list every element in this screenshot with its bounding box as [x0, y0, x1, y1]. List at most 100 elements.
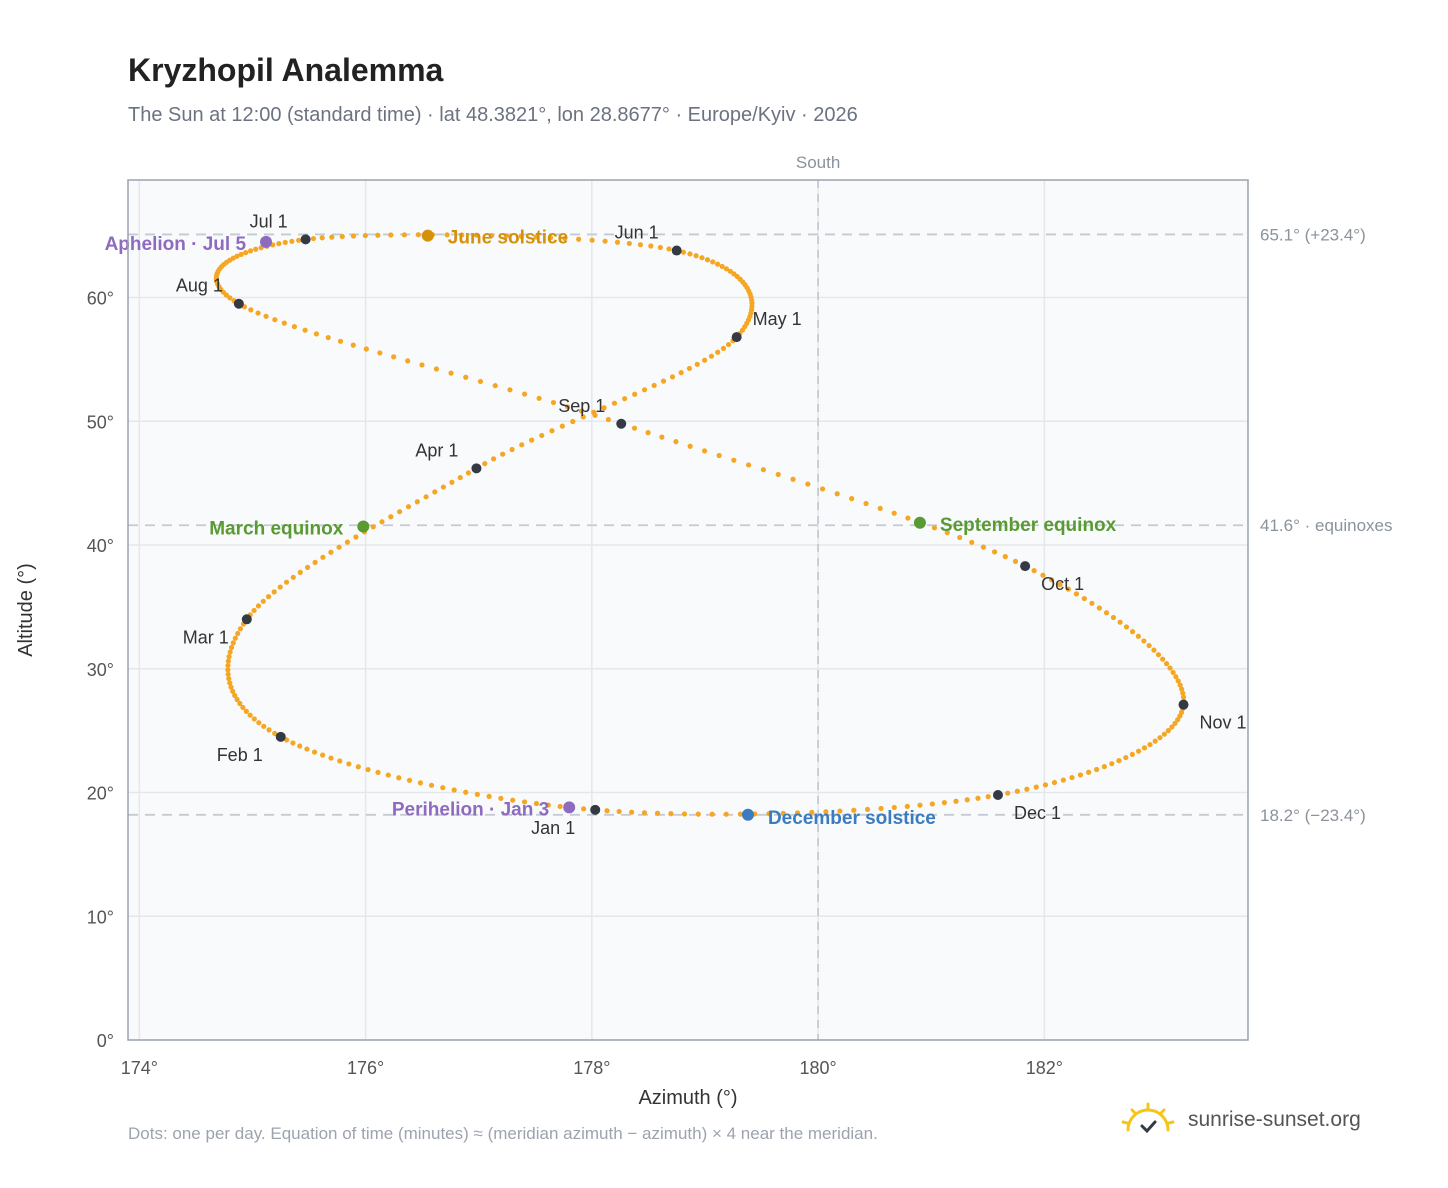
day-dot — [716, 452, 722, 459]
day-dot — [780, 810, 786, 816]
day-dot — [312, 559, 318, 565]
day-dot — [529, 437, 535, 443]
day-dot — [379, 519, 385, 525]
day-dot — [723, 811, 729, 817]
day-dot — [391, 354, 397, 360]
day-dot — [1002, 554, 1008, 560]
day-dot — [702, 357, 708, 363]
day-dot — [490, 456, 497, 462]
day-dot — [227, 295, 233, 301]
day-dot — [266, 727, 272, 733]
day-dot — [477, 378, 484, 385]
month-marker — [241, 614, 252, 625]
day-dot — [693, 253, 699, 259]
day-dot — [1151, 647, 1157, 653]
month-label: Apr 1 — [415, 440, 458, 460]
day-dot — [232, 635, 238, 641]
day-dot — [536, 395, 542, 401]
reference-line-label: 41.6° · equinoxes — [1260, 516, 1393, 535]
day-dot — [261, 723, 267, 729]
day-dot — [225, 658, 231, 664]
day-dot — [709, 811, 715, 817]
month-label: Mar 1 — [183, 627, 229, 647]
day-dot — [256, 720, 262, 726]
y-tick-label: 0° — [97, 1031, 114, 1051]
plot-frame — [127, 179, 1249, 1041]
day-dot — [592, 412, 598, 418]
day-dot — [964, 797, 970, 803]
day-dot — [488, 232, 495, 239]
day-dot — [1172, 720, 1178, 726]
day-dot — [272, 730, 278, 736]
month-label: Oct 1 — [1041, 574, 1084, 594]
day-dot — [570, 418, 576, 425]
day-dot — [805, 481, 811, 487]
day-dot — [1170, 669, 1176, 676]
day-dot — [714, 261, 721, 267]
day-dot — [708, 353, 715, 359]
day-dot — [297, 569, 303, 575]
day-dot — [265, 594, 272, 600]
day-dot — [539, 432, 545, 439]
chart-title: Kryzhopil Analemma — [128, 52, 444, 88]
day-dot — [985, 794, 991, 800]
day-dot — [980, 544, 987, 550]
day-dot — [864, 806, 871, 813]
day-dot — [766, 811, 772, 817]
month-marker — [275, 731, 286, 742]
day-dot — [302, 327, 308, 333]
day-dot — [632, 391, 638, 397]
day-dot — [238, 251, 244, 257]
day-dot — [320, 752, 326, 758]
brand[interactable]: sunrise-sunset.org — [1120, 1102, 1361, 1138]
day-dot — [687, 251, 693, 257]
day-dot — [1163, 661, 1170, 667]
day-dot — [1129, 751, 1135, 758]
day-dot — [428, 782, 435, 788]
day-dot — [904, 803, 910, 809]
y-tick-label: 20° — [87, 784, 114, 804]
day-dot — [669, 374, 676, 380]
day-dot — [228, 644, 235, 651]
day-dot — [720, 345, 727, 351]
day-dot — [775, 471, 781, 478]
day-dot — [1109, 761, 1115, 767]
day-dot — [457, 474, 463, 481]
day-dot — [1040, 572, 1046, 578]
month-marker — [233, 298, 244, 309]
day-dot — [419, 362, 425, 368]
day-dot — [344, 539, 351, 545]
day-dot — [678, 370, 684, 376]
month-marker — [731, 332, 742, 343]
day-dot — [737, 811, 744, 817]
day-dot — [1073, 591, 1080, 597]
day-dot — [891, 804, 897, 811]
day-dot — [417, 780, 424, 786]
day-dot — [235, 630, 241, 637]
day-dot — [474, 791, 480, 797]
day-dot — [230, 688, 236, 694]
day-dot — [509, 446, 515, 453]
y-tick-label: 40° — [87, 536, 114, 556]
meridian-label: South — [796, 153, 840, 172]
day-dot — [290, 574, 296, 580]
day-dot — [578, 408, 585, 414]
day-dot — [448, 370, 454, 376]
day-dot — [350, 342, 356, 348]
day-dot — [272, 317, 278, 323]
day-dot — [917, 802, 923, 808]
day-dot — [510, 797, 516, 803]
day-dot — [230, 640, 236, 646]
day-dot — [237, 700, 243, 707]
footnote: Dots: one per day. Equation of time (min… — [128, 1124, 878, 1143]
day-dot — [648, 243, 654, 249]
day-dot — [605, 416, 611, 423]
day-dot — [660, 378, 667, 384]
month-marker — [300, 234, 311, 245]
day-dot — [263, 313, 269, 319]
day-dot — [616, 808, 622, 815]
day-dot — [1117, 619, 1123, 625]
day-dot — [941, 800, 947, 806]
day-dot — [328, 755, 334, 761]
day-dot — [234, 253, 240, 259]
